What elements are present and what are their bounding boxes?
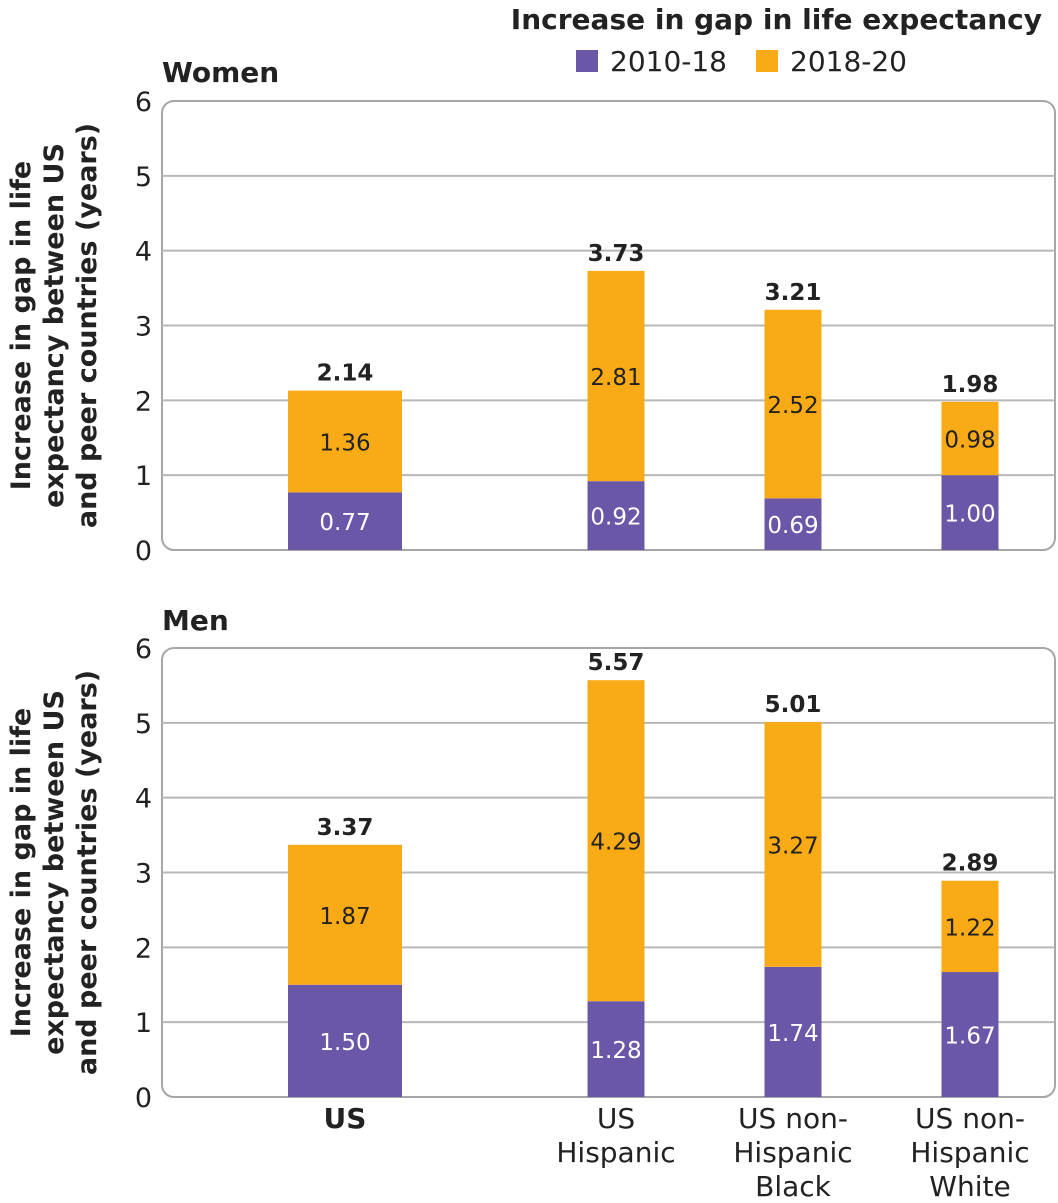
y-tick-label: 2 <box>135 933 152 964</box>
y-tick-label: 4 <box>135 784 152 815</box>
panel-men: 0 1 2 3 4 5 6 Men Increase in gap in lifeexpecta… <box>6 604 1056 1114</box>
x-tick-label: US <box>324 1102 367 1135</box>
y-tick-label: 5 <box>135 709 152 740</box>
y-tick-label: 6 <box>135 634 152 665</box>
bar-2018-20 <box>587 680 645 1002</box>
y-tick-label: 1 <box>135 461 152 492</box>
legend-title: Increase in gap in life expectancy <box>511 3 1042 36</box>
y-tick-label: 0 <box>135 536 152 567</box>
data-label-2018-20: 4.29 <box>590 830 641 856</box>
data-label-2010-18: 1.28 <box>590 1038 641 1064</box>
y-axis-label: Increase in gap in lifeexpectancy betwee… <box>6 123 103 528</box>
total-label: 1.98 <box>942 372 999 398</box>
total-label: 3.73 <box>588 241 645 267</box>
total-label: 3.21 <box>765 280 822 306</box>
data-label-2018-20: 2.52 <box>767 393 818 419</box>
legend-swatch-2018-20 <box>756 50 778 72</box>
total-label: 2.89 <box>942 851 999 877</box>
bar-2018-20 <box>764 309 822 499</box>
bar-2010-18 <box>288 492 402 550</box>
data-label-2018-20: 3.27 <box>767 833 818 859</box>
bar-2018-20 <box>941 401 999 476</box>
legend: Increase in gap in life expectancy 2010-… <box>511 3 1042 78</box>
bar-2018-20 <box>288 844 402 985</box>
y-tick-label: 2 <box>135 386 152 417</box>
bar-2010-18 <box>764 966 822 1097</box>
data-label-2010-18: 0.69 <box>767 513 818 539</box>
total-label: 5.01 <box>765 692 822 718</box>
bar-2010-18 <box>941 972 999 1097</box>
y-tick-label: 1 <box>135 1008 152 1039</box>
data-label-2018-20: 1.87 <box>319 904 370 930</box>
y-tick-label: 4 <box>135 237 152 268</box>
legend-label-2010-18: 2010-18 <box>610 45 727 78</box>
x-axis-labels: US US Hispanic US non-Hispanic Black US non-H… <box>324 1102 1030 1203</box>
total-label: 5.57 <box>588 650 645 676</box>
panel-title: Men <box>162 604 229 637</box>
y-tick-label: 6 <box>135 87 152 118</box>
data-label-2010-18: 0.77 <box>319 510 370 536</box>
bar-2010-18 <box>587 1001 645 1097</box>
legend-swatch-2010-18 <box>576 50 598 72</box>
bar-2018-20 <box>587 270 645 482</box>
panel-title: Women <box>162 56 279 89</box>
legend-label-2018-20: 2018-20 <box>790 45 907 78</box>
bar-2010-18 <box>288 984 402 1097</box>
y-tick-label: 3 <box>135 312 152 343</box>
bar-2010-18 <box>941 475 999 550</box>
y-axis-label: Increase in gap in lifeexpectancy betwee… <box>6 670 103 1075</box>
data-label-2018-20: 1.36 <box>319 430 370 456</box>
x-tick-label: US non-Hispanic White <box>910 1102 1029 1203</box>
bar-2010-18 <box>587 481 645 550</box>
chart-panels: 0 1 2 3 4 5 6 Women Increase in gap in lifeexpec… <box>6 56 1056 1203</box>
data-label-2010-18: 1.00 <box>944 502 995 528</box>
total-label: 3.37 <box>317 815 374 841</box>
y-tick-label: 3 <box>135 859 152 890</box>
data-label-2010-18: 1.50 <box>319 1030 370 1056</box>
bar-2018-20 <box>288 390 402 493</box>
data-label-2018-20: 0.98 <box>944 427 995 453</box>
data-label-2018-20: 1.22 <box>944 915 995 941</box>
total-label: 2.14 <box>317 361 374 387</box>
data-label-2010-18: 1.67 <box>944 1024 995 1050</box>
panel-women: 0 1 2 3 4 5 6 Women Increase in gap in lifeexpec… <box>6 56 1056 567</box>
data-label-2010-18: 0.92 <box>590 505 641 531</box>
x-tick-label: US Hispanic <box>556 1102 675 1169</box>
y-tick-label: 5 <box>135 162 152 193</box>
data-label-2010-18: 1.74 <box>767 1021 818 1047</box>
bar-2010-18 <box>764 498 822 550</box>
y-tick-label: 0 <box>135 1083 152 1114</box>
x-tick-label: US non-Hispanic Black <box>733 1102 852 1203</box>
bar-2018-20 <box>764 722 822 967</box>
data-label-2018-20: 2.81 <box>590 365 641 391</box>
bar-2018-20 <box>941 880 999 973</box>
